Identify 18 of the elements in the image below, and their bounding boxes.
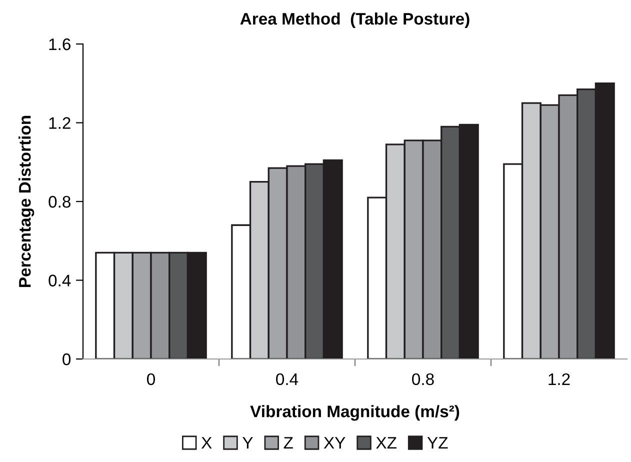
y-tick-label: 1.6 bbox=[49, 38, 70, 50]
legend-label: Y bbox=[242, 437, 253, 449]
x-tick-label: 0 bbox=[147, 373, 155, 386]
y-tick-label: 0.4 bbox=[48, 274, 71, 286]
chart-title: Area Method (Table Posture) bbox=[240, 12, 470, 28]
x-tick-label: 0.4 bbox=[276, 373, 298, 386]
x-tick-label: 1.2 bbox=[548, 373, 570, 385]
legend-label: Z bbox=[284, 437, 293, 449]
y-axis-title: Percentage Distortion bbox=[18, 116, 34, 287]
y-tick-label: 0.8 bbox=[48, 196, 70, 208]
legend-label: YZ bbox=[427, 437, 448, 449]
y-tick-label: 1.2 bbox=[49, 117, 70, 129]
x-axis-title: Vibration Magnitude (m/s²) bbox=[250, 405, 460, 421]
legend-label: XZ bbox=[376, 437, 396, 449]
y-tick-label: 0 bbox=[62, 353, 71, 366]
x-tick-label: 0.8 bbox=[412, 373, 434, 386]
legend-label: XY bbox=[324, 437, 346, 449]
legend-label: X bbox=[201, 437, 212, 449]
